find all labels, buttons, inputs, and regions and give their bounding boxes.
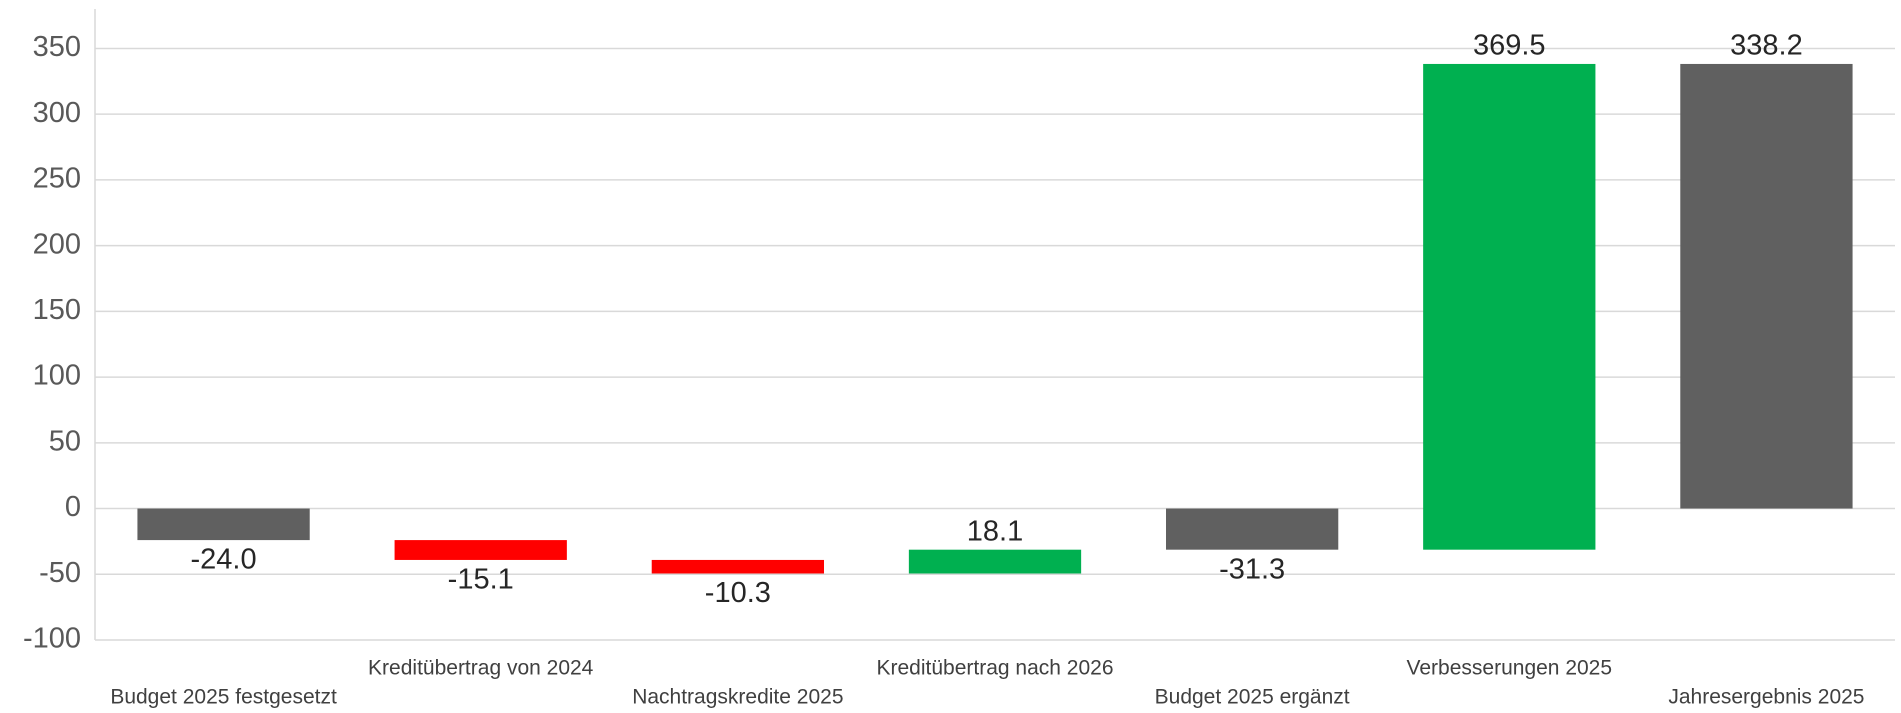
bar [908, 549, 1082, 574]
bar [1166, 508, 1339, 550]
value-label: 369.5 [1473, 30, 1546, 62]
value-label: -24.0 [191, 544, 257, 576]
bar [651, 559, 824, 574]
x-tick-label: Budget 2025 ergänzt [1155, 686, 1350, 709]
y-tick-label: 50 [49, 425, 81, 457]
y-tick-label: 150 [33, 294, 81, 326]
y-tick-label: -50 [39, 557, 81, 589]
y-tick-label: 0 [65, 491, 81, 523]
value-label: -15.1 [448, 564, 514, 596]
bar [1423, 63, 1596, 550]
x-tick-label: Verbesserungen 2025 [1407, 657, 1613, 680]
y-tick-label: 350 [33, 31, 81, 63]
bar [1680, 63, 1853, 509]
y-tick-label: -100 [23, 623, 81, 655]
y-tick-label: 100 [33, 360, 81, 392]
bar [137, 508, 310, 541]
value-label: -31.3 [1219, 553, 1285, 585]
y-tick-label: 200 [33, 228, 81, 260]
value-label: 18.1 [967, 515, 1023, 547]
bar [394, 540, 567, 560]
y-tick-label: 300 [33, 97, 81, 129]
x-tick-label: Budget 2025 festgesetzt [110, 686, 337, 709]
x-tick-label: Nachtragskredite 2025 [632, 686, 843, 709]
x-tick-label: Jahresergebnis 2025 [1668, 686, 1864, 709]
x-tick-label: Kreditübertrag nach 2026 [877, 657, 1114, 680]
y-tick-label: 250 [33, 163, 81, 195]
value-label: 338.2 [1730, 30, 1803, 62]
x-tick-label: Kreditübertrag von 2024 [368, 657, 594, 680]
value-label: -10.3 [705, 577, 771, 609]
